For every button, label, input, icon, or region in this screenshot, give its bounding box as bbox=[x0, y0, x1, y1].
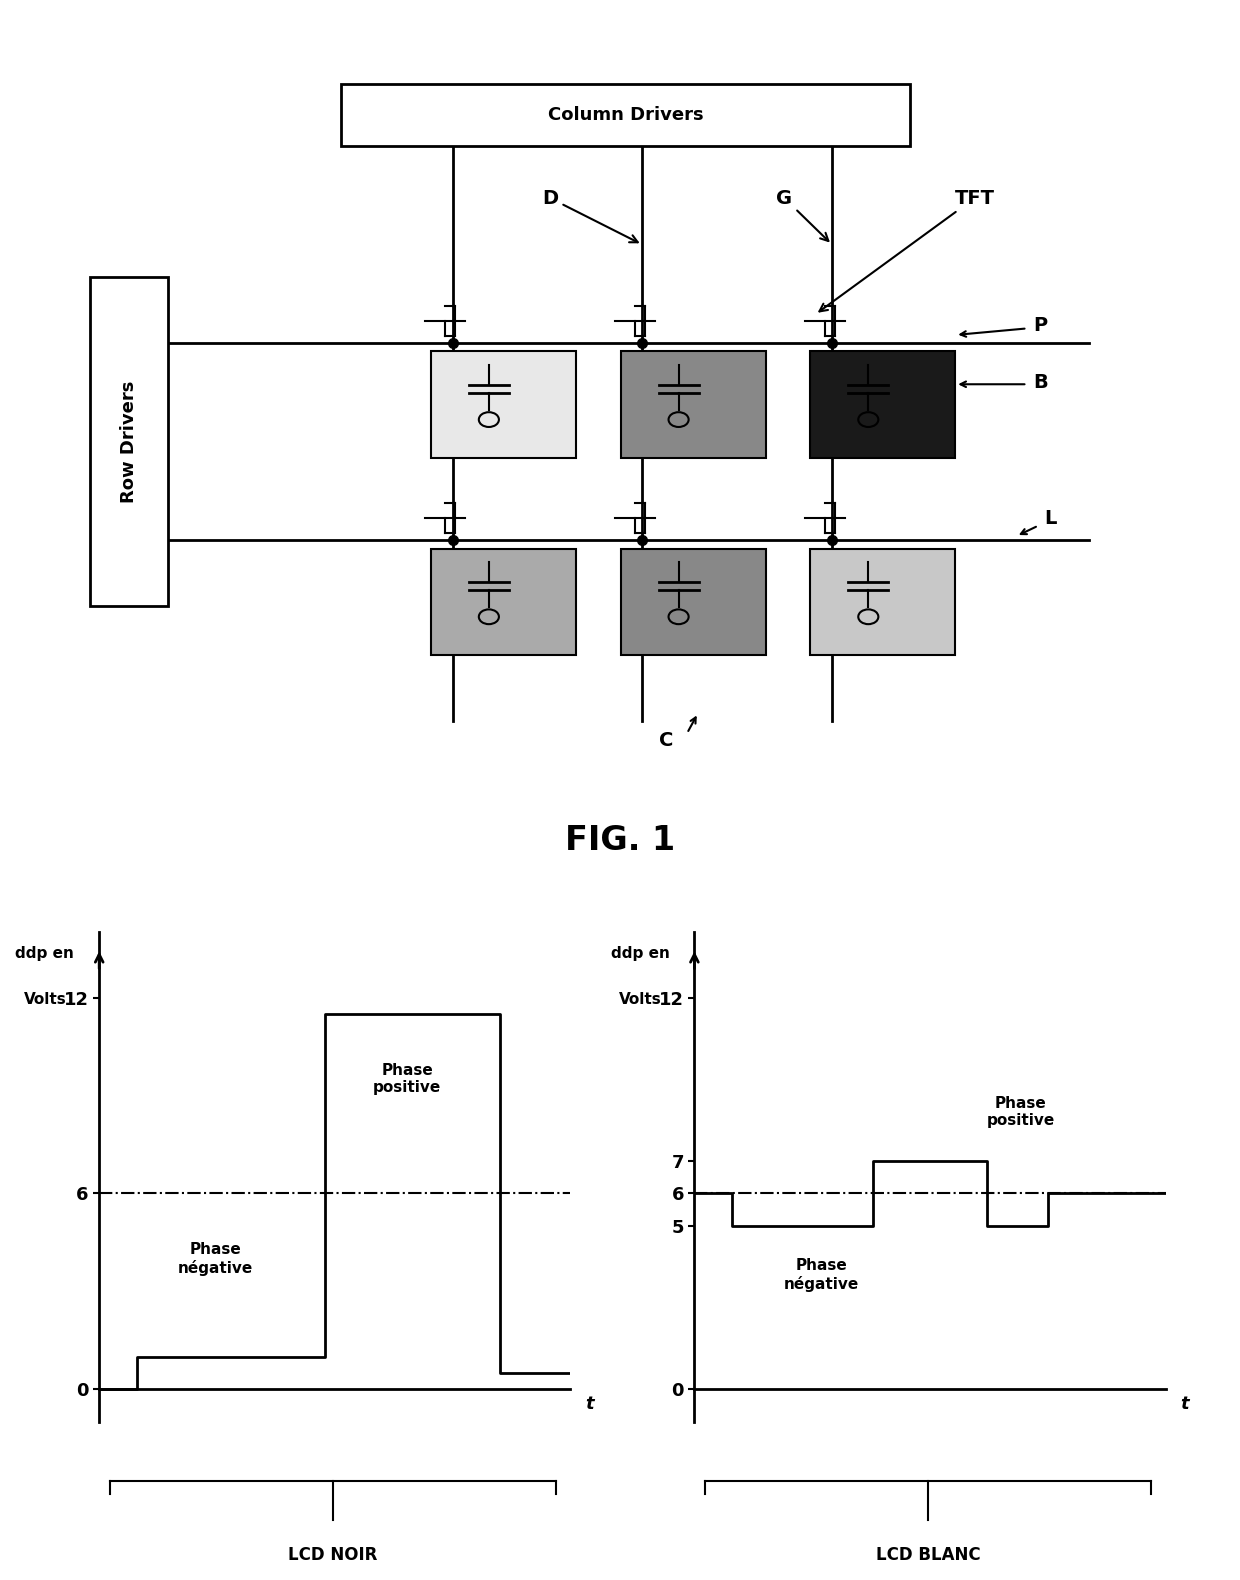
Text: C: C bbox=[660, 732, 673, 750]
Text: D: D bbox=[542, 188, 637, 242]
Text: Volts: Volts bbox=[24, 992, 66, 1006]
Text: G: G bbox=[776, 188, 828, 242]
Text: Phase
positive: Phase positive bbox=[987, 1095, 1055, 1128]
Bar bbox=[341, 84, 910, 145]
Text: L: L bbox=[1044, 509, 1056, 528]
Bar bbox=[620, 548, 765, 656]
Text: P: P bbox=[1033, 316, 1047, 335]
Text: t: t bbox=[585, 1395, 594, 1413]
Bar bbox=[810, 548, 955, 656]
Bar bbox=[430, 351, 575, 458]
Text: Phase
négative: Phase négative bbox=[784, 1258, 859, 1292]
Bar bbox=[430, 548, 575, 656]
Text: ddp en: ddp en bbox=[610, 946, 670, 961]
Text: Row Drivers: Row Drivers bbox=[120, 381, 138, 502]
Text: Column Drivers: Column Drivers bbox=[548, 106, 703, 125]
Text: Phase
négative: Phase négative bbox=[177, 1242, 253, 1275]
Text: t: t bbox=[1180, 1395, 1189, 1413]
Bar bbox=[810, 351, 955, 458]
Bar bbox=[620, 351, 765, 458]
Text: LCD BLANC: LCD BLANC bbox=[875, 1547, 981, 1564]
Text: Volts: Volts bbox=[619, 992, 661, 1006]
Text: FIG. 1: FIG. 1 bbox=[565, 823, 675, 856]
Text: ddp en: ddp en bbox=[15, 946, 74, 961]
Text: B: B bbox=[1033, 373, 1048, 392]
Text: LCD NOIR: LCD NOIR bbox=[289, 1547, 378, 1564]
Text: TFT: TFT bbox=[820, 188, 994, 311]
Bar bbox=[91, 278, 169, 607]
Text: Phase
positive: Phase positive bbox=[373, 1063, 441, 1095]
